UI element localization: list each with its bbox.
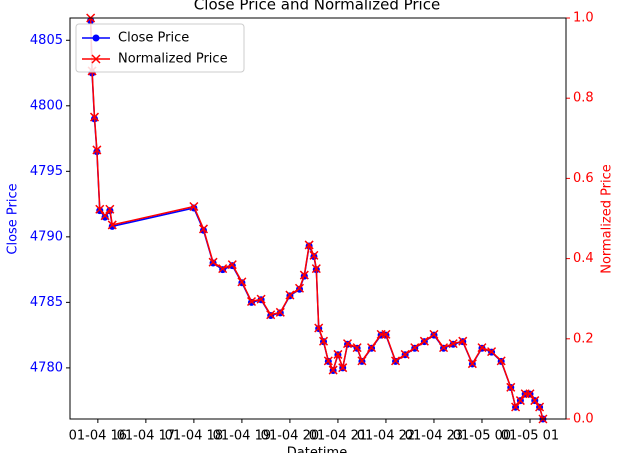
x-tick-label: 01-04 22 <box>357 429 415 444</box>
marker <box>367 343 377 353</box>
marker <box>448 339 458 349</box>
marker <box>198 224 209 234</box>
marker <box>95 204 105 214</box>
x-tick-label: 01-04 21 <box>309 429 367 444</box>
y2-tick-label: 0.6 <box>573 171 594 186</box>
marker <box>535 402 545 412</box>
marker <box>107 220 117 230</box>
series <box>86 13 548 424</box>
x-tick-label: 01-04 16 <box>69 429 127 444</box>
marker <box>285 290 295 300</box>
line <box>89 17 544 420</box>
legend-label: Normalized Price <box>118 52 228 67</box>
marker <box>304 240 314 250</box>
marker <box>511 402 521 412</box>
y-tick-label: 4785 <box>30 295 63 310</box>
marker <box>208 257 218 267</box>
marker <box>342 339 353 349</box>
marker <box>275 307 285 317</box>
marker <box>333 349 343 359</box>
marker <box>323 356 333 366</box>
marker <box>309 250 319 260</box>
y2-tick-label: 0.8 <box>573 91 594 106</box>
x-tick-label: 01-04 18 <box>165 429 223 444</box>
y2-tick-label: 0.0 <box>573 412 594 427</box>
marker <box>381 329 391 339</box>
x-tick-label: 01-04 23 <box>405 429 463 444</box>
y2-tick-label: 0.4 <box>573 251 594 266</box>
legend-box <box>75 23 245 73</box>
marker <box>237 277 247 287</box>
marker <box>189 201 199 212</box>
marker <box>391 356 401 366</box>
marker <box>352 343 362 353</box>
x-tick-label: 01-05 01 <box>501 429 559 444</box>
marker <box>328 365 338 375</box>
marker <box>357 356 367 366</box>
marker <box>299 270 309 280</box>
marker <box>458 336 468 346</box>
marker <box>419 336 429 346</box>
x-tick-label: 01-05 00 <box>453 429 511 444</box>
y2-axis-label: Normalized Price <box>600 164 615 274</box>
y-tick-label: 4795 <box>30 164 63 179</box>
y2-tick-label: 0.2 <box>573 331 594 346</box>
x-tick-label: 01-04 19 <box>213 429 271 444</box>
marker <box>429 329 439 339</box>
marker <box>105 204 115 214</box>
marker <box>92 145 102 155</box>
legend-label: Close Price <box>118 31 189 46</box>
x-axis-label: Datetime <box>287 446 347 453</box>
y2-tick-label: 1.0 <box>573 11 594 26</box>
marker <box>477 343 487 353</box>
marker <box>467 359 477 369</box>
marker <box>256 294 266 304</box>
y-tick-label: 4780 <box>30 360 63 375</box>
marker <box>338 363 348 373</box>
chart-title: Close Price and Normalized Price <box>194 0 440 14</box>
x-tick-label: 01-04 20 <box>261 429 319 444</box>
marker <box>227 260 237 270</box>
y-tick-label: 4800 <box>30 98 63 113</box>
marker <box>218 264 228 274</box>
y-axis-label: Close Price <box>6 183 21 254</box>
marker <box>89 112 100 122</box>
series <box>87 17 547 423</box>
marker <box>246 296 257 307</box>
legend-marker <box>91 54 101 64</box>
marker <box>400 349 410 359</box>
marker <box>506 382 516 392</box>
y-tick-label: 4790 <box>30 229 63 244</box>
marker <box>311 264 321 274</box>
marker <box>101 213 109 221</box>
marker <box>410 343 420 353</box>
marker <box>487 347 497 357</box>
marker <box>100 211 110 221</box>
x-tick-label: 01-04 17 <box>117 429 175 444</box>
legend-marker <box>92 34 100 42</box>
marker <box>318 336 329 346</box>
marker <box>530 396 540 406</box>
marker <box>314 323 324 333</box>
marker <box>439 343 449 353</box>
marker <box>525 389 535 399</box>
marker <box>266 310 276 320</box>
y-tick-label: 4805 <box>30 33 63 48</box>
marker <box>294 283 305 293</box>
marker <box>515 396 525 406</box>
plot-frame <box>69 17 567 420</box>
marker <box>496 356 506 366</box>
